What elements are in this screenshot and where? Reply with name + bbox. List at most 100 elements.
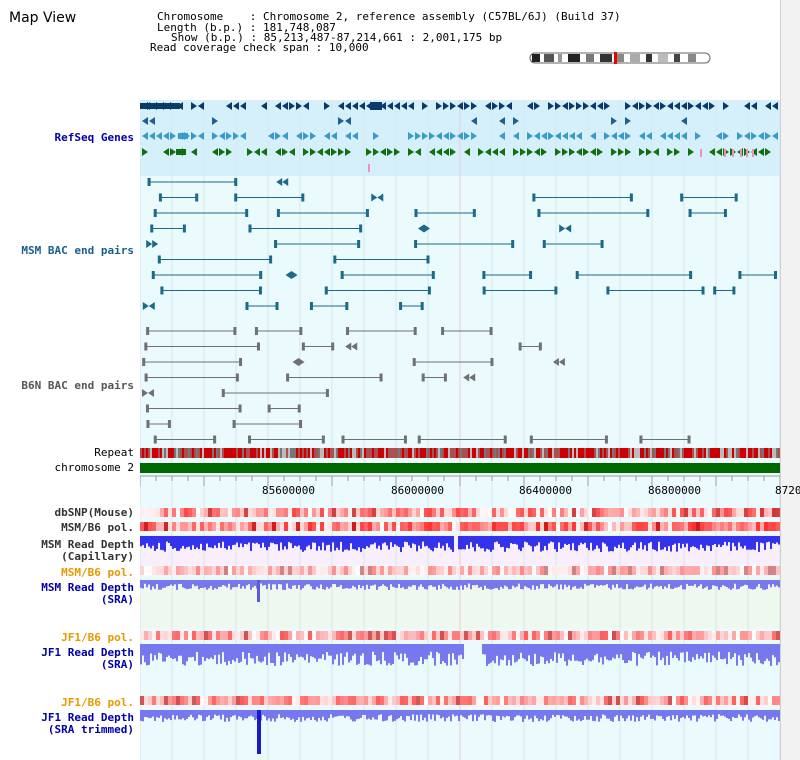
jf1-pol-heat — [512, 631, 516, 640]
dbsnp-heat — [264, 508, 268, 517]
msm-pol2-heat — [760, 566, 764, 575]
msm-pol2-heat — [596, 566, 600, 575]
jf1-b6-pol-label[interactable]: JF1/B6 pol. — [61, 631, 134, 644]
msm-cap-depth-bar — [730, 536, 732, 551]
repeat-segment — [408, 448, 410, 458]
b6n-bac-end-pairs-label[interactable]: B6N BAC end pairs — [21, 379, 134, 392]
msm-read-depth-sra-label[interactable]: MSM Read Depth — [41, 581, 134, 594]
msm-cap-depth-bar — [288, 536, 290, 542]
msm-sra-depth-bar — [746, 580, 748, 586]
jf1-pol-heat — [248, 631, 252, 640]
msm-pol-heat — [688, 522, 692, 531]
repeat-segment — [302, 448, 304, 458]
dbsnp-heat — [692, 508, 696, 517]
msm-sra-depth-bar — [604, 580, 606, 586]
repeat-segment — [178, 448, 180, 458]
jf1-pol2-heat — [776, 696, 780, 705]
msm-b6-pol-2-label[interactable]: MSM/B6 pol. — [61, 566, 134, 579]
jf1-trim-depth-bar — [484, 710, 486, 721]
jf1-sra-depth-bar — [708, 644, 710, 653]
msm-pol-heat — [376, 522, 380, 531]
jf1-pol-heat — [760, 631, 764, 640]
msm-sra-depth-bar — [596, 580, 598, 586]
jf1-trim-depth-bar — [310, 710, 312, 720]
msm-b6-pol-label[interactable]: MSM/B6 pol. — [61, 521, 134, 534]
repeat-segment — [752, 448, 754, 458]
msm-sra-depth-bar — [624, 580, 626, 590]
msm-pol-heat — [672, 522, 676, 531]
track-canvas[interactable] — [140, 100, 780, 760]
jf1-trim-depth-bar — [538, 710, 540, 722]
chromosome-ideogram[interactable] — [528, 52, 714, 64]
dbsnp-label[interactable]: dbSNP(Mouse) — [54, 506, 134, 519]
jf1-sra-depth-bar — [422, 644, 424, 665]
b6n-bac-end — [142, 358, 146, 366]
msm-pol-heat — [760, 522, 764, 531]
gene-arrow — [765, 148, 771, 156]
jf1-read-depth-trimmed-label[interactable]: JF1 Read Depth — [41, 711, 134, 724]
gene-arrow — [527, 102, 533, 110]
msm-pol2-heat — [400, 566, 404, 575]
repeat-segment — [214, 448, 216, 458]
msm-read-depth-capillary-label[interactable]: MSM Read Depth — [41, 538, 134, 551]
jf1-sra-depth-bar — [322, 644, 324, 655]
jf1-b6-pol-2-label[interactable]: JF1/B6 pol. — [61, 696, 134, 709]
msm-pol2-heat — [756, 566, 760, 575]
msm-sra-depth-bar — [646, 580, 648, 590]
repeat-segment — [248, 448, 250, 458]
jf1-sra-depth-bar — [670, 644, 672, 652]
refseq-genes-label[interactable]: RefSeq Genes — [54, 131, 134, 144]
repeat-segment — [154, 448, 156, 458]
repeat-segment — [276, 448, 278, 458]
msm-pol-heat — [768, 522, 772, 531]
gene-arrow — [352, 132, 358, 140]
msm-pol2-heat — [300, 566, 304, 575]
gene-arrow — [576, 148, 582, 156]
msm-sra-depth-bar — [494, 580, 496, 589]
repeat-segment — [352, 448, 354, 458]
jf1-sra-depth-bar — [500, 644, 502, 660]
jf1-sra-depth-bar — [264, 644, 266, 657]
msm-sra-depth-bar — [264, 580, 266, 586]
gene-arrow — [291, 271, 298, 279]
msm-bac-end — [575, 271, 579, 279]
repeat-segment — [734, 448, 736, 458]
repeat-segment — [510, 448, 512, 458]
jf1-sra-depth-bar — [246, 644, 248, 665]
msm-bac-end — [258, 286, 262, 295]
gene-arrow — [737, 132, 743, 140]
jf1-pol-heat — [488, 631, 492, 640]
repeat-segment — [614, 448, 616, 458]
msm-cap-depth-bar — [166, 536, 168, 542]
jf1-pol2-heat — [316, 696, 320, 705]
repeat-segment — [390, 448, 392, 458]
repeat-segment — [700, 448, 702, 458]
msm-pol-heat — [712, 522, 716, 531]
dbsnp-heat — [732, 508, 736, 517]
gene-arrow — [212, 132, 218, 140]
jf1-sra-depth-bar — [594, 644, 596, 656]
jf1-sra-depth-bar — [644, 644, 646, 656]
jf1-read-depth-sra-label[interactable]: JF1 Read Depth — [41, 646, 134, 659]
dbsnp-heat — [272, 508, 276, 517]
msm-bac-end — [399, 302, 403, 310]
msm-cap-depth-bar — [766, 536, 768, 543]
msm-cap-depth-bar — [528, 536, 530, 545]
msm-pol2-heat — [672, 566, 676, 575]
jf1-trim-depth-bar — [316, 710, 318, 722]
msm-sra-depth-bar — [296, 580, 298, 589]
msm-pol-heat — [752, 522, 756, 531]
jf1-sra-depth-bar — [692, 644, 694, 658]
jf1-trim-depth-bar — [580, 710, 582, 722]
jf1-trim-depth-bar — [348, 710, 350, 717]
msm-bac-end-pairs-label[interactable]: MSM BAC end pairs — [21, 244, 134, 257]
msm-sra-depth-bar — [246, 580, 248, 586]
repeat-segment — [762, 448, 764, 458]
length-info-row: Length (b.p.) : 181,748,087 — [157, 21, 336, 34]
msm-sra-depth-bar — [630, 580, 632, 589]
msm-cap-depth-bar — [442, 536, 444, 546]
msm-pol-heat — [368, 522, 372, 531]
jf1-pol-heat — [444, 631, 448, 640]
msm-pol-heat — [620, 522, 624, 531]
gene-block — [176, 149, 186, 155]
